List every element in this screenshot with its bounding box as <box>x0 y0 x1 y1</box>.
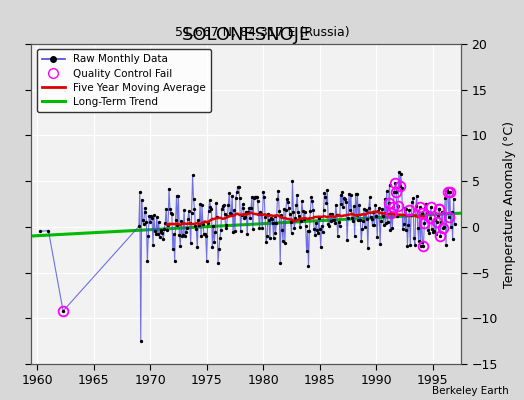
Legend: Raw Monthly Data, Quality Control Fail, Five Year Moving Average, Long-Term Tren: Raw Monthly Data, Quality Control Fail, … <box>37 49 211 112</box>
Text: Berkeley Earth: Berkeley Earth <box>432 386 508 396</box>
Y-axis label: Temperature Anomaly (°C): Temperature Anomaly (°C) <box>504 120 517 288</box>
Text: 51.667 N, 84.317 E (Russia): 51.667 N, 84.317 E (Russia) <box>174 26 350 39</box>
Title: SOLONESNOJE: SOLONESNOJE <box>182 26 311 44</box>
